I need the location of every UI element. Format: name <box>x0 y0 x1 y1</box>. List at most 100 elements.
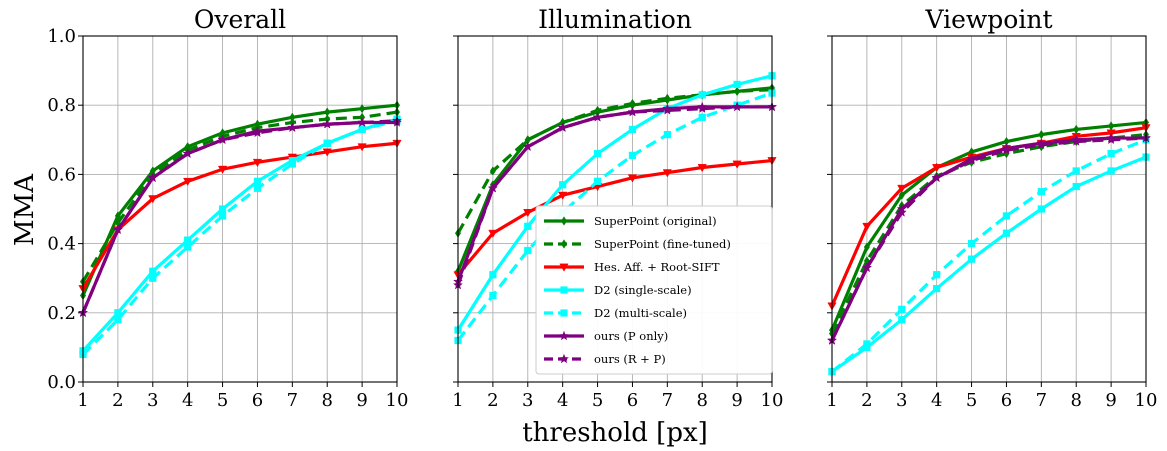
y-tick-label: 0.6 <box>47 164 76 185</box>
legend-label: SuperPoint (fine-tuned) <box>594 237 731 251</box>
data-point <box>732 160 742 169</box>
data-point <box>1072 182 1080 191</box>
x-tick-label: 5 <box>217 390 228 411</box>
data-point <box>183 177 193 187</box>
x-tick-label: 8 <box>1070 390 1081 411</box>
data-point <box>218 205 227 213</box>
legend-label: ours (R + P) <box>594 352 666 366</box>
panels: 0.0 0.2 0.4 0.6 0.8 1.0 1 2 3 4 5 6 7 8 9 10 Overall 1 2 3 4… <box>47 5 1157 411</box>
series-d2-single-scale <box>828 153 1150 376</box>
data-point <box>663 131 671 139</box>
x-tick-label: 10 <box>761 390 784 411</box>
plot-frame <box>82 35 398 383</box>
data-point <box>252 127 263 138</box>
x-axis-label: threshold [px] <box>522 418 708 448</box>
panel-illumination: 1 2 3 4 5 6 7 8 9 10 Illumination <box>452 5 783 411</box>
x-tick-label: 5 <box>592 390 603 411</box>
panel-title: Viewpoint <box>924 5 1052 34</box>
series-line <box>82 103 398 297</box>
data-point <box>967 255 976 263</box>
data-point <box>628 125 637 134</box>
data-point <box>489 271 497 279</box>
x-tick-label: 4 <box>182 390 193 411</box>
legend-marker <box>560 286 568 294</box>
data-point <box>1002 212 1011 220</box>
data-point <box>1107 167 1115 175</box>
y-tick-label: 1.0 <box>47 26 76 47</box>
legend-entry-ours-p-only: ours (P only) <box>544 329 668 343</box>
series-line <box>82 110 398 283</box>
data-point <box>896 207 907 217</box>
data-point <box>322 118 333 129</box>
data-point <box>664 93 671 103</box>
x-tick-label: 7 <box>1036 390 1047 411</box>
data-point <box>1071 136 1082 146</box>
x-tick-label: 3 <box>522 390 533 411</box>
x-tick-label: 10 <box>1135 390 1158 411</box>
data-point <box>933 284 941 293</box>
x-tick-label: 8 <box>696 390 707 411</box>
legend-marker <box>558 353 570 364</box>
legend-label: Hes. Aff. + Root-SIFT <box>594 260 720 274</box>
panel-title: Illumination <box>538 5 692 34</box>
legend-label: D2 (multi-scale) <box>594 306 687 320</box>
x-tick-label: 1 <box>826 390 837 411</box>
x-tick-label: 9 <box>1105 390 1116 411</box>
data-point <box>489 291 497 300</box>
legend-entry-hes-aff-root-sift: Hes. Aff. + Root-SIFT <box>544 260 720 274</box>
data-point <box>184 236 192 244</box>
series-line <box>831 120 1147 331</box>
data-point <box>698 113 706 121</box>
data-point <box>1107 150 1115 158</box>
panel-viewpoint: 1 2 3 4 5 6 7 8 9 10 Viewpoint <box>826 5 1157 411</box>
data-point <box>898 316 906 324</box>
legend-entry-d2-multi-scale: D2 (multi-scale) <box>544 306 687 320</box>
series-ours-r-p <box>826 132 1152 345</box>
data-point <box>524 246 532 255</box>
series-line <box>457 158 773 276</box>
y-tick-label: 0.2 <box>47 303 76 324</box>
data-point <box>147 172 158 183</box>
data-point <box>217 165 228 174</box>
data-point <box>1108 121 1115 131</box>
data-point <box>557 122 568 133</box>
x-tick-label: 3 <box>896 390 907 411</box>
data-point <box>1001 144 1012 155</box>
series-line <box>82 141 398 290</box>
data-point <box>358 125 366 134</box>
x-tick-label: 2 <box>861 390 872 411</box>
data-point <box>558 191 568 200</box>
x-tick-label: 9 <box>731 390 742 411</box>
series-line <box>457 105 772 283</box>
x-tick-label: 4 <box>557 390 568 411</box>
data-point <box>487 182 498 193</box>
x-tick-label: 3 <box>147 390 158 411</box>
x-tick-label: 6 <box>1001 390 1012 411</box>
data-point <box>862 222 872 232</box>
data-point <box>252 158 263 167</box>
series-line <box>831 133 1147 335</box>
y-tick-label: 0.0 <box>47 372 76 393</box>
data-point <box>593 177 602 185</box>
series-line <box>82 117 398 352</box>
series-d2-single-scale <box>79 115 401 355</box>
data-point <box>863 340 871 348</box>
data-point <box>966 155 977 165</box>
data-point <box>932 164 942 173</box>
data-point <box>662 105 673 115</box>
x-tick-label: 2 <box>487 390 498 411</box>
series-hes-aff-root-sift <box>78 139 402 294</box>
data-point <box>149 274 157 282</box>
data-point <box>523 209 533 218</box>
x-tick-label: 4 <box>931 390 942 411</box>
series-superpoint-original <box>828 117 1150 335</box>
data-point <box>863 242 870 252</box>
series-ours-r-p <box>77 115 403 318</box>
data-point <box>1038 129 1045 140</box>
legend-marker <box>558 330 570 341</box>
series-line <box>457 86 773 272</box>
x-tick-label: 5 <box>966 390 977 411</box>
data-point <box>897 184 907 193</box>
data-point <box>698 91 706 99</box>
data-point <box>861 262 872 273</box>
